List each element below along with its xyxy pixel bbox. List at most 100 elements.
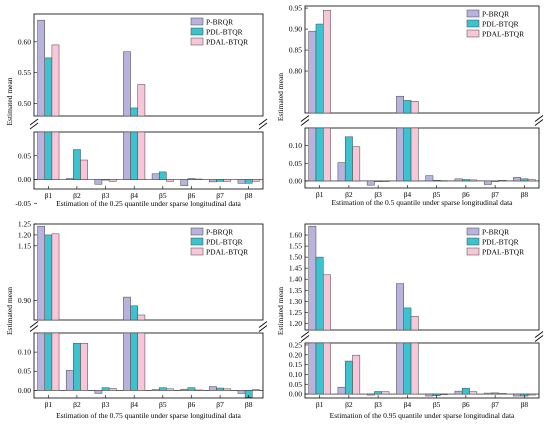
- bar-PDAL-BTQR-β2: [80, 159, 88, 180]
- bar-P-BRQR-β6: [454, 178, 463, 182]
- bar-P-BRQR-β1: [37, 225, 45, 321]
- x-tick-label: β6: [462, 190, 470, 199]
- y-tick-label: 0.95: [289, 4, 302, 13]
- plot-frame-upper: [304, 223, 540, 331]
- bar-PDL-BTQR-β3: [374, 180, 383, 182]
- bar-lower-PDL-BTQR-β4: [130, 131, 139, 180]
- bar-P-BRQR-β4: [396, 95, 404, 114]
- bar-P-BRQR-β2: [337, 162, 346, 182]
- x-tick-label: β6: [188, 191, 196, 200]
- x-tick-label: β2: [73, 191, 81, 200]
- bar-PDAL-BTQR-β6: [469, 391, 478, 395]
- y-tick-label: 0.55: [18, 68, 31, 77]
- chart-panel-1: 0.50 0.55 0.60 -0.05 0.00 0.05 β1 β2 β3 β4 β5 β6 β7 β…: [5, 13, 273, 208]
- bar-P-BRQR-β8: [513, 393, 521, 397]
- x-tick-label: β2: [345, 400, 353, 409]
- bar-PDAL-BTQR-β8: [527, 179, 536, 182]
- break-mark: [258, 122, 268, 130]
- y-tick-label: 1.25: [289, 308, 302, 317]
- bar-PDL-BTQR-β2: [344, 136, 353, 182]
- bar-lower-PDL-BTQR-β4: [130, 332, 139, 391]
- bar-P-BRQR-β3: [94, 179, 103, 185]
- y-tick-label: 0.50: [18, 99, 31, 108]
- legend-label: P-BRQR: [206, 228, 233, 237]
- plot-frame-upper: [33, 13, 264, 117]
- bar-P-BRQR-β2: [65, 178, 74, 180]
- bar-PDL-BTQR-β1: [315, 256, 324, 331]
- x-tick-label: β3: [102, 400, 110, 409]
- x-tick-label: β5: [159, 400, 167, 409]
- bar-lower-P-BRQR-β4: [396, 127, 404, 182]
- y-tick-label: 1.35: [289, 286, 302, 295]
- x-tick-label: β8: [521, 190, 529, 199]
- bar-P-BRQR-β1: [308, 30, 317, 114]
- x-tick-label: β6: [188, 400, 196, 409]
- x-axis-label: Estimation of the 0.75 quantile under sp…: [56, 411, 241, 420]
- bar-P-BRQR-β6: [454, 390, 463, 395]
- y-tick-label: 0.05: [18, 151, 31, 160]
- bar-PDL-BTQR-β5: [158, 171, 167, 180]
- bar-lower-P-BRQR-β1: [308, 127, 317, 182]
- bar-lower-PDAL-BTQR-β1: [51, 131, 60, 180]
- bar-PDL-BTQR-β8: [520, 178, 529, 182]
- bar-PDL-BTQR-β8: [244, 179, 253, 184]
- legend-swatch: [190, 227, 204, 236]
- break-mark: [534, 335, 544, 342]
- bar-PDAL-BTQR-β5: [440, 393, 448, 395]
- y-tick-label: 0.05: [289, 159, 302, 168]
- bar-PDAL-BTQR-β2: [80, 343, 88, 391]
- bar-PDAL-BTQR-β5: [166, 388, 174, 391]
- bar-PDAL-BTQR-β6: [194, 389, 203, 391]
- y-tick-label: 0.00: [18, 175, 31, 184]
- bar-lower-PDAL-BTQR-β4: [410, 342, 419, 395]
- bar-PDL-BTQR-β4: [403, 307, 412, 331]
- x-tick-label: β6: [462, 400, 470, 409]
- legend-label: PDAL-BTQR: [482, 30, 524, 39]
- bar-P-BRQR-β3: [366, 180, 375, 186]
- x-tick-label: β5: [433, 400, 441, 409]
- bar-PDL-BTQR-β1: [44, 234, 53, 321]
- break-mark: [534, 115, 544, 122]
- break-mark: [29, 321, 39, 328]
- bar-PDL-BTQR-β7: [216, 179, 224, 182]
- bar-lower-PDAL-BTQR-β4: [410, 127, 419, 182]
- bar-PDAL-BTQR-β7: [498, 179, 507, 182]
- bar-PDAL-BTQR-β8: [527, 393, 536, 396]
- y-tick-label: 0.90: [289, 25, 302, 34]
- bar-PDL-BTQR-β4: [130, 107, 139, 117]
- x-tick-label: β7: [216, 400, 224, 409]
- y-tick-label: 1.30: [289, 297, 302, 306]
- y-tick-label: 1.50: [289, 253, 302, 262]
- y-tick-label: 1.20: [289, 319, 302, 328]
- bar-PDAL-BTQR-β4: [137, 314, 146, 321]
- bar-lower-PDAL-BTQR-β1: [51, 332, 60, 391]
- break-mark: [258, 321, 268, 328]
- bar-P-BRQR-β3: [366, 393, 375, 396]
- y-axis-label: Estimated mean: [276, 287, 285, 335]
- bar-PDL-BTQR-β2: [73, 149, 81, 180]
- bar-P-BRQR-β7: [483, 392, 492, 395]
- bar-P-BRQR-β8: [513, 177, 521, 182]
- bar-lower-P-BRQR-β4: [396, 342, 404, 395]
- bar-lower-P-BRQR-β4: [123, 332, 131, 391]
- bar-PDAL-BTQR-β6: [469, 179, 478, 182]
- x-tick-label: β5: [433, 190, 441, 199]
- y-tick-label: 0.00: [289, 176, 302, 185]
- bar-PDAL-BTQR-β7: [223, 388, 232, 391]
- legend-label: PDAL-BTQR: [206, 248, 248, 257]
- bar-lower-PDAL-BTQR-β4: [137, 332, 146, 391]
- legend-swatch: [466, 227, 480, 236]
- y-tick-label: 1.45: [289, 264, 302, 273]
- bar-PDAL-BTQR-β5: [166, 179, 174, 182]
- chart-panel-4: 1.20 1.25 1.30 1.35 1.40 1.45 1.50 1.55 1.60 0.00…: [276, 223, 549, 420]
- bar-lower-P-BRQR-β1: [37, 131, 45, 180]
- bar-P-BRQR-β5: [151, 173, 160, 180]
- x-tick-label: β8: [245, 400, 253, 409]
- legend-label: P-BRQR: [482, 10, 509, 19]
- bar-PDAL-BTQR-β1: [51, 44, 60, 117]
- chart-panel-3: 0.90 1.15 1.201.25 0.00 0.05 0.10 β1 β2 β3 β4 β5 β6…: [5, 220, 273, 420]
- x-tick-label: β2: [73, 400, 81, 409]
- bar-PDL-BTQR-β6: [187, 387, 196, 391]
- x-tick-label: β3: [374, 400, 382, 409]
